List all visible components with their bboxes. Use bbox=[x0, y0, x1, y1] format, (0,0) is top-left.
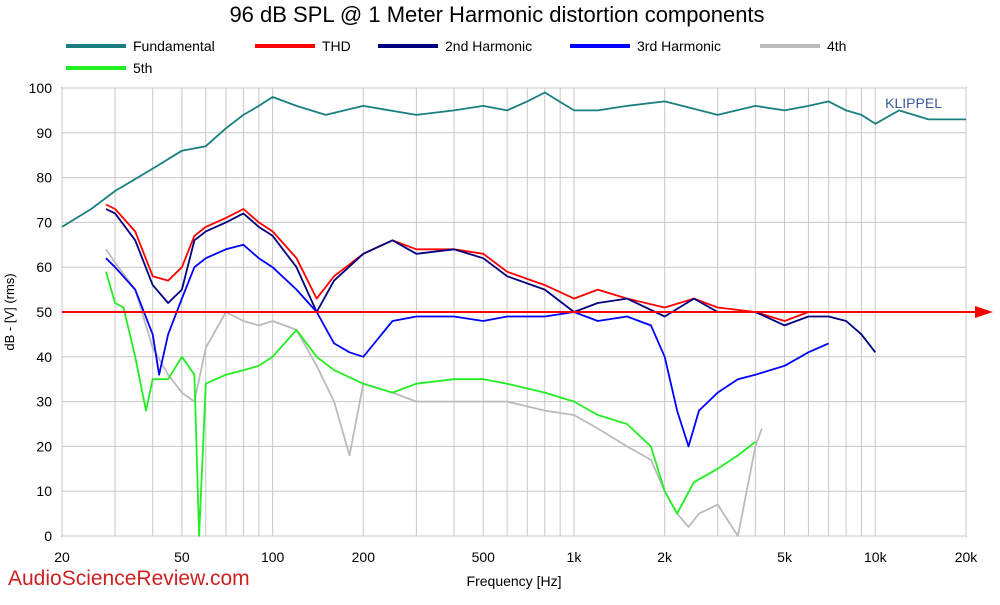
y-tick-label: 30 bbox=[36, 394, 52, 410]
x-tick-label: 20 bbox=[54, 549, 70, 565]
y-tick-label: 50 bbox=[36, 304, 52, 320]
legend: Fundamental THD 2nd Harmonic 3rd Harmonic 4t… bbox=[66, 38, 846, 76]
legend-label-5: 5th bbox=[133, 60, 152, 76]
y-tick-label: 70 bbox=[36, 214, 52, 230]
x-tick-label: 500 bbox=[472, 549, 496, 565]
x-tick-label: 200 bbox=[352, 549, 376, 565]
x-tick-label: 10k bbox=[864, 549, 888, 565]
x-tick-label: 5k bbox=[777, 549, 793, 565]
reference-arrow bbox=[975, 306, 993, 318]
chart-title: 96 dB SPL @ 1 Meter Harmonic distortion … bbox=[229, 2, 764, 27]
klippel-watermark: KLIPPEL bbox=[885, 95, 942, 111]
y-tick-label: 10 bbox=[36, 483, 52, 499]
x-tick-label: 1k bbox=[567, 549, 583, 565]
y-tick-label: 90 bbox=[36, 125, 52, 141]
y-tick-label: 40 bbox=[36, 349, 52, 365]
site-watermark: AudioScienceReview.com bbox=[8, 567, 250, 590]
series-layer bbox=[61, 91, 966, 537]
series-fundamental-line bbox=[61, 91, 966, 228]
legend-label-1: THD bbox=[322, 38, 351, 54]
x-axis-label: Frequency [Hz] bbox=[467, 573, 562, 589]
y-axis-label: dB - [V] (rms) bbox=[2, 273, 17, 350]
y-tick-label: 20 bbox=[36, 438, 52, 454]
series-2nd-harmonic-line bbox=[105, 208, 877, 353]
legend-label-0: Fundamental bbox=[133, 38, 215, 54]
x-tick-label: 2k bbox=[657, 549, 673, 565]
y-tick-label: 80 bbox=[36, 170, 52, 186]
x-tick-label: 20k bbox=[955, 549, 979, 565]
legend-label-2: 2nd Harmonic bbox=[445, 38, 532, 54]
y-tick-label: 0 bbox=[44, 528, 52, 544]
legend-label-4: 4th bbox=[827, 38, 846, 54]
x-tick-label: 50 bbox=[174, 549, 190, 565]
x-axis-ticks: 20 50 100 200 500 1k 2k 5k 10k 20k bbox=[54, 549, 978, 565]
series-5th-line bbox=[105, 271, 756, 537]
y-tick-label: 100 bbox=[29, 80, 53, 96]
series-3rd-harmonic-line bbox=[105, 243, 829, 448]
x-tick-label: 100 bbox=[261, 549, 285, 565]
y-axis-ticks: 0 10 20 30 40 50 60 70 80 90 100 bbox=[29, 80, 53, 544]
y-tick-label: 60 bbox=[36, 259, 52, 275]
legend-label-3: 3rd Harmonic bbox=[637, 38, 721, 54]
